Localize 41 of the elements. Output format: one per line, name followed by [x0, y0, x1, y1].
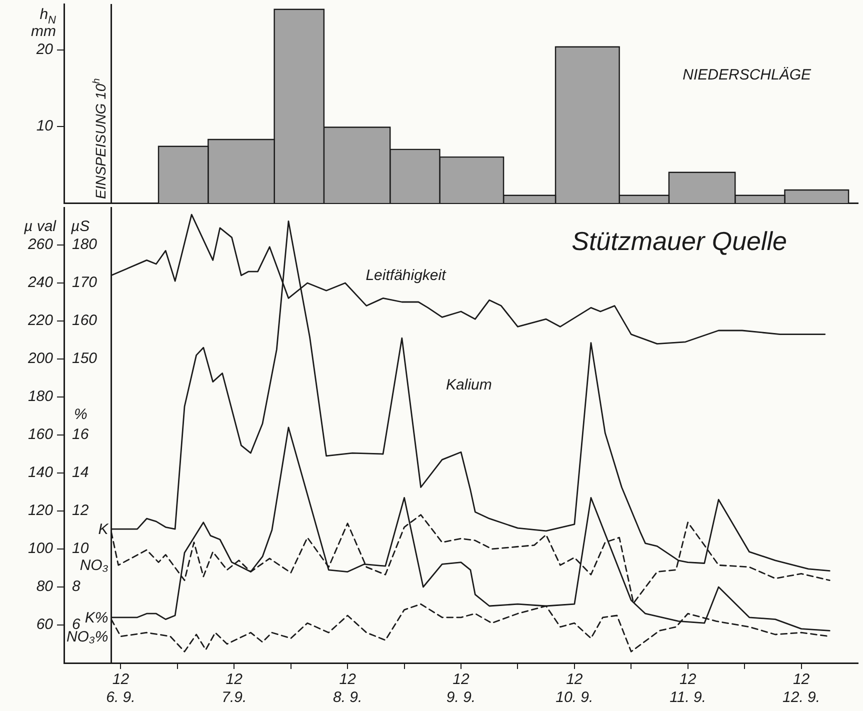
- x-tick-label: 12 11. 9.: [670, 671, 706, 706]
- annotation: NIEDERSCHLÄGE: [682, 66, 812, 84]
- y2-tick-label: 160: [72, 312, 98, 330]
- series-label: K%: [84, 609, 108, 626]
- y-tick-label: 10: [36, 118, 54, 135]
- y-tick-label: 100: [28, 540, 54, 558]
- series-label: K: [98, 521, 110, 538]
- y-tick-label: 260: [26, 236, 54, 254]
- y2-axis-title: µS: [71, 218, 90, 235]
- x-tick-label: 12 9. 9.: [446, 671, 476, 706]
- y3-tick-label: 16: [72, 426, 90, 444]
- y3-tick-label: 12: [72, 502, 90, 520]
- x-tick-label: 12 6. 9.: [106, 671, 136, 706]
- series-label: Leitfähigkeit: [366, 266, 447, 284]
- y3-axis-title: %: [74, 406, 88, 423]
- y-tick-label: 240: [26, 274, 54, 292]
- y-tick-label: 80: [36, 578, 54, 596]
- y-tick-label: 160: [28, 426, 54, 444]
- y2-tick-label: 170: [72, 274, 98, 292]
- y3-tick-label: 8: [72, 578, 81, 596]
- text: Stützmauer Quelle: [572, 226, 788, 256]
- y3-tick-label: 10: [72, 540, 90, 558]
- series-label: NO₃%: [66, 628, 108, 646]
- y-tick-label: 180: [28, 388, 54, 406]
- y-tick-label: 220: [26, 312, 54, 330]
- annotation: Kalium: [446, 376, 492, 394]
- y-axis-title: µ val: [24, 218, 57, 235]
- y-tick-label: 140: [28, 464, 54, 482]
- x-tick-label: 12 10. 9.: [556, 671, 594, 706]
- ref-line-label: EINSPEISUNG 10h: [92, 78, 108, 199]
- y3-tick-label: 14: [72, 464, 89, 482]
- x-tick-label: 12 7.9.: [222, 671, 247, 706]
- y-tick-label: 200: [26, 350, 54, 368]
- y-tick-label: 20: [35, 41, 54, 58]
- x-tick-label: 12 12. 9.: [782, 671, 820, 706]
- y-tick-label: 60: [36, 616, 54, 634]
- x-tick-label: 12 8. 9.: [332, 671, 362, 706]
- series-label: NO₃: [80, 557, 108, 574]
- y-tick-label: 120: [28, 502, 54, 520]
- y2-tick-label: 150: [72, 350, 98, 368]
- y2-tick-label: 180: [72, 236, 98, 254]
